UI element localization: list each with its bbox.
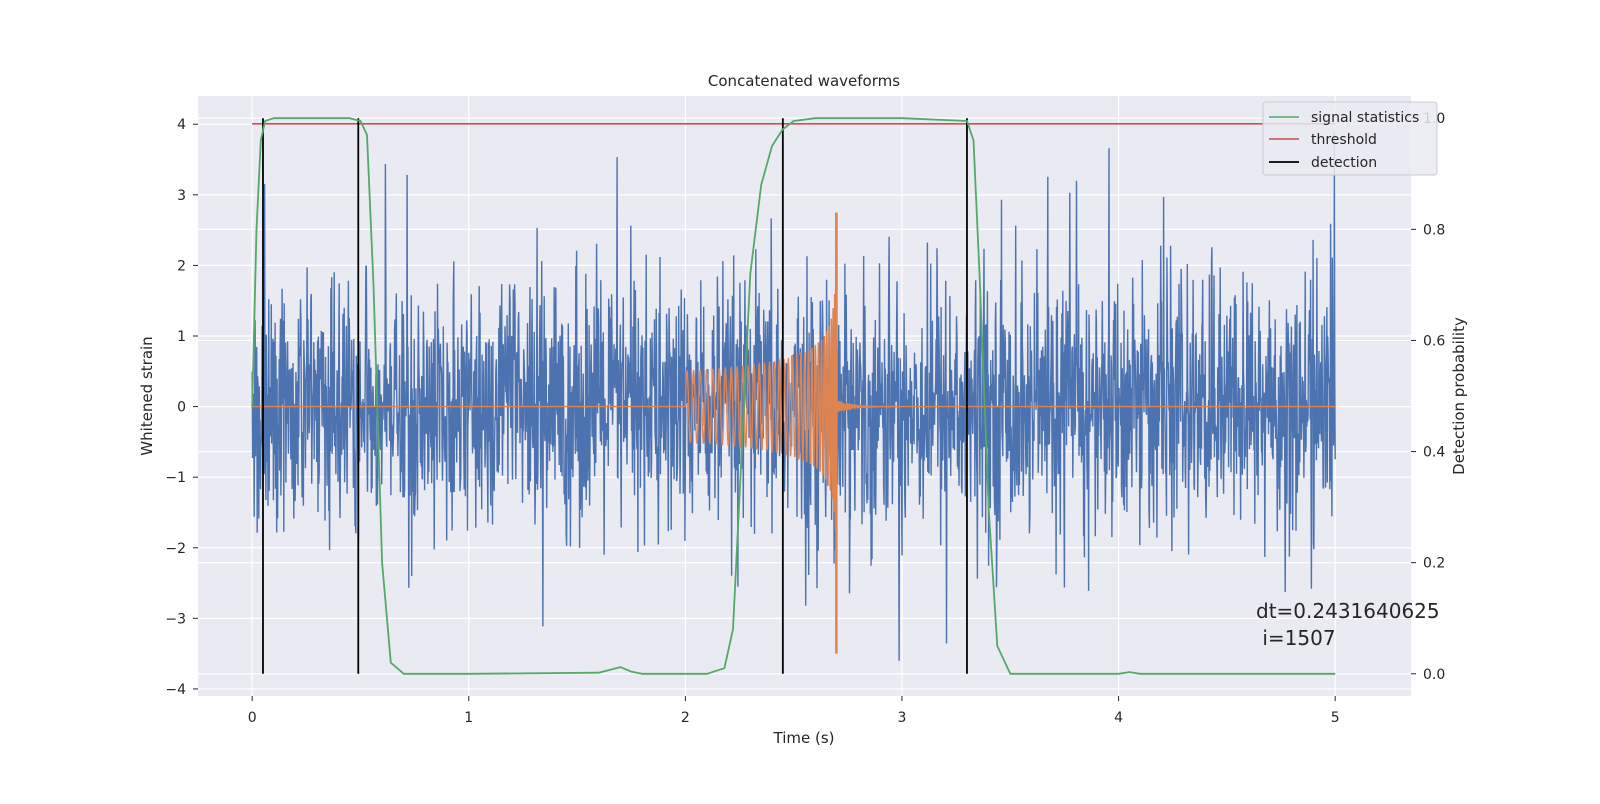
overlay-series [251, 117, 1336, 675]
legend-label-threshold: threshold [1311, 132, 1377, 148]
x-tick-label: 2 [681, 710, 690, 726]
y-right-tick-label: 0.2 [1423, 556, 1445, 572]
y-tick-label: 4 [177, 117, 186, 133]
legend-label-detection: detection [1311, 155, 1377, 171]
y-right-tick-label: 0.8 [1423, 222, 1445, 238]
x-tick-label: 3 [898, 710, 907, 726]
legend-label-signal-statistics: signal statistics [1311, 110, 1419, 126]
x-tick-label: 0 [248, 710, 257, 726]
y-right-axis-label: Detection probability [1450, 317, 1468, 475]
y-tick-label: −4 [165, 682, 186, 698]
y-tick-label: 0 [177, 400, 186, 416]
legend: signal statistics threshold detection [1262, 101, 1438, 176]
y-tick-label: −2 [165, 541, 186, 557]
noise-trace [251, 131, 1336, 661]
annotation-i: i=1507 [1256, 626, 1336, 650]
y-tick-label: −3 [165, 611, 186, 627]
x-tick-label: 4 [1114, 710, 1123, 726]
legend-box [1262, 101, 1438, 176]
y-tick-label: 1 [177, 329, 186, 345]
chart-title: Concatenated waveforms [708, 72, 900, 90]
x-tick-label: 1 [464, 710, 473, 726]
noise-series [251, 131, 1336, 661]
annotation-dt: dt=0.2431640625 [1256, 599, 1440, 623]
injected-signal-series [252, 212, 1336, 654]
y-right-tick-label: 0.6 [1423, 333, 1445, 349]
y-tick-label: −1 [165, 470, 186, 486]
x-tick-label: 5 [1331, 710, 1340, 726]
y-tick-label: 3 [177, 188, 186, 204]
y-tick-label: 2 [177, 258, 186, 274]
signal-statistics-line [251, 117, 1336, 675]
x-axis-label: Time (s) [773, 729, 835, 747]
y-right-tick-label: 0.4 [1423, 445, 1445, 461]
y-right-tick-label: 0.0 [1423, 667, 1445, 683]
injected-signal-trace [252, 212, 1336, 654]
y-axis-label: Whitened strain [138, 336, 156, 455]
